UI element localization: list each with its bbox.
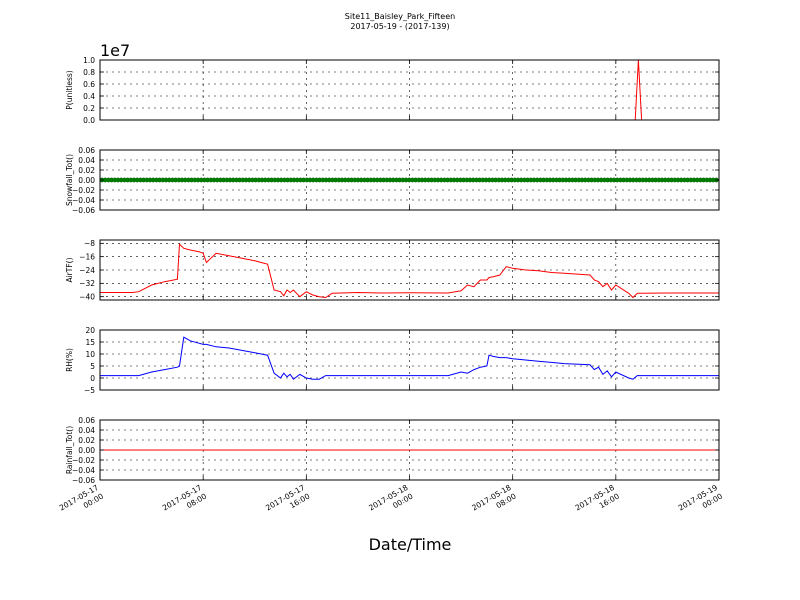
y-tick-label: −40 (79, 292, 95, 301)
x-tick-label: 2017-05-1716:00 (264, 483, 311, 521)
y-tick-label: 0.02 (78, 166, 95, 175)
y-tick-label: 0.00 (78, 176, 95, 185)
y-tick-label: 0.6 (83, 80, 95, 89)
y-tick-label: −5 (84, 386, 95, 395)
y-axis-label: P(unitless) (65, 70, 74, 109)
y-tick-label: −0.04 (72, 466, 95, 475)
y-tick-label: 0 (90, 374, 95, 383)
x-tick-label: 2017-05-1800:00 (367, 483, 414, 521)
y-tick-label: −24 (79, 266, 95, 275)
y-tick-label: −0.06 (72, 476, 95, 485)
y-axis-label: Rainfall_Tot() (65, 426, 74, 474)
panels-group: 0.00.20.40.60.81.0P(unitless)1e7−0.06−0.… (58, 41, 724, 521)
y-tick-label: 1.0 (83, 56, 95, 65)
y-axis-label: Snowfall_Tot() (65, 154, 74, 206)
y-tick-label: −0.02 (72, 456, 95, 465)
x-tick-labels: 2017-05-1700:00 2017-05-1708:00 2017-05-17… (58, 483, 724, 521)
y-tick-label: 0.02 (78, 436, 95, 445)
x-tick-label: 2017-05-1708:00 (161, 483, 208, 521)
y-tick-label: −32 (79, 279, 95, 288)
y-tick-label: 15 (85, 338, 95, 347)
x-tick-label: 2017-05-1900:00 (677, 483, 724, 521)
panel-1-grid (99, 59, 720, 121)
y-tick-label: 0.04 (78, 156, 95, 165)
y-tick-label: 0.0 (83, 116, 95, 125)
panel-4-series-line (100, 336, 719, 380)
y-tick-label: 10 (85, 350, 95, 359)
panel-5: −0.06−0.04−0.020.000.020.040.06 Rainfall_… (65, 416, 720, 485)
x-tick-label: 2017-05-1816:00 (574, 483, 621, 521)
y-tick-label: 0.8 (83, 68, 95, 77)
figure-subtitle: 2017-05-19 - (2017-139) (350, 22, 449, 31)
y-tick-label: −0.04 (72, 196, 95, 205)
y-tick-label: 5 (90, 362, 95, 371)
panel-3-series-line (100, 243, 719, 299)
panel-1: 0.0 0.2 0.4 0.6 0.8 1.0 P(unitless) 1e7 (65, 41, 720, 125)
y-tick-label: 0.4 (83, 92, 95, 101)
y-tick-label: 20 (85, 326, 95, 335)
y-tick-label: −8 (84, 239, 95, 248)
axis-multiplier: 1e7 (100, 41, 130, 60)
y-tick-label: −0.06 (72, 206, 95, 215)
panel-2: −0.06−0.04−0.020.000.020.040.06 Snowfall_… (65, 146, 720, 215)
y-tick-label: 0.04 (78, 426, 95, 435)
panel-2-series (99, 177, 719, 183)
y-axis-label: AirTF() (65, 257, 74, 282)
y-tick-label: 0.2 (83, 104, 95, 113)
panel-3-grid (99, 240, 720, 300)
y-tick-label: 0.06 (78, 416, 95, 425)
figure-title: Site11_Baisley_Park_Fifteen (345, 12, 455, 21)
x-axis-label: Date/Time (369, 535, 452, 554)
y-tick-label: −0.02 (72, 186, 95, 195)
y-axis-label: RH(%) (65, 348, 74, 372)
y-tick-label: 0.06 (78, 146, 95, 155)
panel-3: −40 −32 −24 −16 −8 AirTF() (65, 239, 720, 301)
panel-4-grid (99, 329, 720, 391)
x-tick-label: 2017-05-1808:00 (470, 483, 517, 521)
panel-4: −5 0 5 10 15 20 RH(%) (65, 326, 720, 395)
x-tick-label: 2017-05-1700:00 (58, 483, 105, 521)
y-tick-label: −16 (79, 252, 95, 261)
y-tick-label: 0.00 (78, 446, 95, 455)
